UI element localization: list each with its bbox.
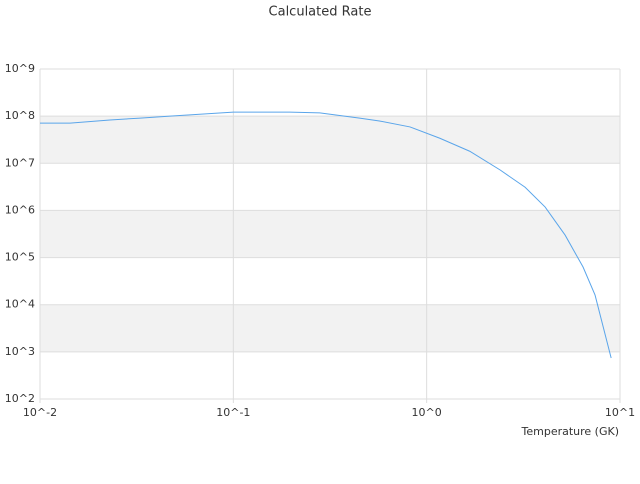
y-tick-label: 10^6 bbox=[5, 203, 35, 216]
y-tick-label: 10^5 bbox=[5, 251, 35, 264]
x-tick-label: 10^-2 bbox=[23, 406, 57, 419]
x-tick-label: 10^-1 bbox=[216, 406, 250, 419]
y-tick-label: 10^2 bbox=[5, 392, 35, 405]
x-tick-label: 10^0 bbox=[412, 406, 442, 419]
chart-title: Calculated Rate bbox=[269, 5, 372, 20]
y-tick-label: 10^8 bbox=[5, 109, 35, 122]
y-tick-label: 10^4 bbox=[5, 298, 35, 311]
x-tick-label: 10^1 bbox=[605, 406, 635, 419]
y-tick-label: 10^7 bbox=[5, 156, 35, 169]
data-line bbox=[40, 111, 612, 359]
grid-band bbox=[40, 210, 620, 258]
x-axis-label: Temperature (GK) bbox=[521, 425, 620, 438]
grid-band bbox=[40, 304, 620, 352]
y-tick-label: 10^3 bbox=[5, 345, 35, 358]
y-tick-label: 10^9 bbox=[5, 62, 35, 75]
grid-band bbox=[40, 116, 620, 164]
